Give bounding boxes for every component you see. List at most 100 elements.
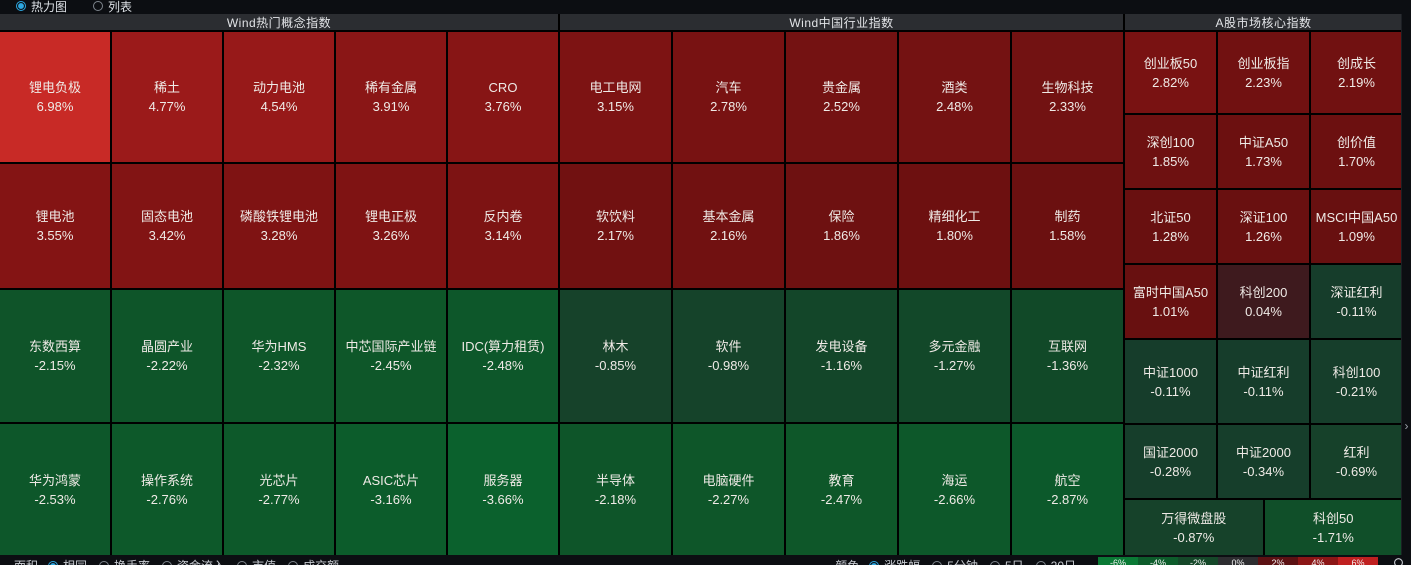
- area-option[interactable]: 资金流入: [162, 557, 225, 565]
- heatmap-tile[interactable]: 锂电正极 3.26%: [336, 164, 446, 288]
- color-option[interactable]: 涨跌幅: [869, 557, 920, 565]
- radio-icon: [99, 560, 110, 565]
- heatmap-tile[interactable]: 红利 -0.69%: [1311, 425, 1402, 498]
- heatmap-tile[interactable]: 互联网 -1.36%: [1012, 290, 1123, 422]
- tile-label: 国证2000: [1143, 444, 1198, 460]
- heatmap-tile[interactable]: 稀有金属 3.91%: [336, 32, 446, 162]
- tile-change: 2.16%: [710, 228, 747, 243]
- chevron-right-icon[interactable]: ›: [1404, 419, 1409, 433]
- radio-label: 市值: [252, 557, 276, 565]
- heatmap-tile[interactable]: 电脑硬件 -2.27%: [673, 424, 784, 555]
- heatmap-tile[interactable]: 半导体 -2.18%: [560, 424, 671, 555]
- heatmap-tile[interactable]: 创成长 2.19%: [1311, 32, 1402, 113]
- heatmap-tile[interactable]: 操作系统 -2.76%: [112, 424, 222, 555]
- heatmap-tile[interactable]: 制药 1.58%: [1012, 164, 1123, 288]
- heatmap-tile[interactable]: 创业板指 2.23%: [1218, 32, 1309, 113]
- area-option[interactable]: 换手率: [99, 557, 150, 565]
- tile-label: 中芯国际产业链: [345, 339, 437, 354]
- heatmap-tile[interactable]: 发电设备 -1.16%: [786, 290, 897, 422]
- tile-change: 0.04%: [1245, 303, 1282, 319]
- heatmap-tile[interactable]: 汽车 2.78%: [673, 32, 784, 162]
- heatmap-tile[interactable]: 华为HMS -2.32%: [224, 290, 334, 422]
- heatmap-tile[interactable]: 科创200 0.04%: [1218, 265, 1309, 338]
- heatmap-tile[interactable]: 深证100 1.26%: [1218, 190, 1309, 263]
- heatmap-tile[interactable]: 华为鸿蒙 -2.53%: [0, 424, 110, 555]
- heatmap-tile[interactable]: 锂电池 3.55%: [0, 164, 110, 288]
- tile-label: 深证红利: [1330, 284, 1383, 300]
- tile-change: 3.91%: [372, 99, 410, 114]
- view-mode-option[interactable]: 列表: [93, 0, 132, 14]
- heatmap-tile[interactable]: 航空 -2.87%: [1012, 424, 1123, 555]
- bulb-icon[interactable]: [1392, 557, 1405, 565]
- heatmap-tile[interactable]: 晶圆产业 -2.22%: [112, 290, 222, 422]
- heatmap-tile[interactable]: 中证A50 1.73%: [1218, 115, 1309, 188]
- heatmap-tile[interactable]: 动力电池 4.54%: [224, 32, 334, 162]
- heatmap-tile[interactable]: 林木 -0.85%: [560, 290, 671, 422]
- heatmap-tile[interactable]: 多元金融 -1.27%: [899, 290, 1010, 422]
- heatmap-tile[interactable]: 中芯国际产业链 -2.45%: [336, 290, 446, 422]
- tile-change: -1.16%: [820, 358, 863, 373]
- radio-icon: [237, 560, 248, 565]
- heatmap-tile[interactable]: 国证2000 -0.28%: [1125, 425, 1216, 498]
- heatmap-tile[interactable]: 万得微盘股 -0.87%: [1125, 500, 1263, 555]
- heatmap-tile[interactable]: 反内卷 3.14%: [448, 164, 558, 288]
- heatmap-tile[interactable]: 中证红利 -0.11%: [1218, 340, 1309, 423]
- tile-label: 晶圆产业: [140, 339, 193, 354]
- heatmap-tile[interactable]: 教育 -2.47%: [786, 424, 897, 555]
- area-option[interactable]: 市值: [237, 557, 276, 565]
- heatmap-tile[interactable]: ASIC芯片 -3.16%: [336, 424, 446, 555]
- heatmap-tile[interactable]: 光芯片 -2.77%: [224, 424, 334, 555]
- color-option[interactable]: 5日: [989, 557, 1024, 565]
- tile-change: -2.87%: [1046, 491, 1089, 507]
- heatmap-tile[interactable]: 软饮料 2.17%: [560, 164, 671, 288]
- heatmap-tile[interactable]: 创业板50 2.82%: [1125, 32, 1216, 113]
- panel-3: A股市场核心指数 创业板50 2.82% 创业板指 2.23% 创成长 2.19% 深创100…: [1125, 14, 1402, 555]
- heatmap-tile[interactable]: 生物科技 2.33%: [1012, 32, 1123, 162]
- heatmap-tile[interactable]: 保险 1.86%: [786, 164, 897, 288]
- tile-change: -1.36%: [1046, 358, 1089, 373]
- heatmap-tile[interactable]: 精细化工 1.80%: [899, 164, 1010, 288]
- radio-icon: [288, 560, 299, 565]
- heatmap-tile[interactable]: 深证红利 -0.11%: [1311, 265, 1402, 338]
- heatmap-tile[interactable]: 贵金属 2.52%: [786, 32, 897, 162]
- area-label: 面积: [14, 557, 38, 565]
- heatmap-tile[interactable]: 海运 -2.66%: [899, 424, 1010, 555]
- heatmap-tile[interactable]: 北证50 1.28%: [1125, 190, 1216, 263]
- heatmap-tile[interactable]: 科创50 -1.71%: [1264, 500, 1402, 555]
- heatmap-tile[interactable]: 中证2000 -0.34%: [1218, 425, 1309, 498]
- heatmap-tile[interactable]: 富时中国A50 1.01%: [1125, 265, 1216, 338]
- heatmap-tile[interactable]: 磷酸铁锂电池 3.28%: [224, 164, 334, 288]
- tile-label: 科创200: [1239, 284, 1288, 300]
- tile-change: -0.28%: [1149, 463, 1192, 479]
- color-option[interactable]: 20日: [1035, 557, 1076, 565]
- heatmap-tile[interactable]: IDC(算力租赁) -2.48%: [448, 290, 558, 422]
- area-option[interactable]: 成交额: [288, 557, 339, 565]
- heatmap-tile[interactable]: 创价值 1.70%: [1311, 115, 1402, 188]
- heatmap-tile[interactable]: 固态电池 3.42%: [112, 164, 222, 288]
- tile-change: 3.26%: [372, 228, 410, 243]
- heatmap-tile[interactable]: 酒类 2.48%: [899, 32, 1010, 162]
- heatmap-tile[interactable]: 东数西算 -2.15%: [0, 290, 110, 422]
- heatmap-tile[interactable]: 服务器 -3.66%: [448, 424, 558, 555]
- tile-change: 1.26%: [1245, 228, 1282, 244]
- view-mode-option[interactable]: 热力图: [16, 0, 67, 14]
- tile-change: 2.52%: [823, 99, 860, 114]
- area-option[interactable]: 相同: [48, 557, 87, 565]
- heatmap-tile[interactable]: 中证1000 -0.11%: [1125, 340, 1216, 423]
- heatmap-tile[interactable]: 软件 -0.98%: [673, 290, 784, 422]
- tile-change: 3.14%: [484, 228, 522, 243]
- heatmap-tile[interactable]: MSCI中国A50 1.09%: [1311, 190, 1402, 263]
- tile-change: 2.17%: [597, 228, 634, 243]
- color-option[interactable]: 5分钟: [932, 557, 978, 565]
- radio-label: 20日: [1051, 557, 1076, 565]
- heatmap-tile[interactable]: 深创100 1.85%: [1125, 115, 1216, 188]
- tile-change: -0.85%: [594, 358, 637, 373]
- heatmap-tile[interactable]: 锂电负极 6.98%: [0, 32, 110, 162]
- heatmap-tile[interactable]: 稀土 4.77%: [112, 32, 222, 162]
- heatmap-tile[interactable]: 电工电网 3.15%: [560, 32, 671, 162]
- heatmap-tile[interactable]: 基本金属 2.16%: [673, 164, 784, 288]
- heatmap-tile[interactable]: CRO 3.76%: [448, 32, 558, 162]
- tile-change: -2.48%: [482, 358, 524, 373]
- tile-label: 航空: [1054, 472, 1081, 488]
- heatmap-tile[interactable]: 科创100 -0.21%: [1311, 340, 1402, 423]
